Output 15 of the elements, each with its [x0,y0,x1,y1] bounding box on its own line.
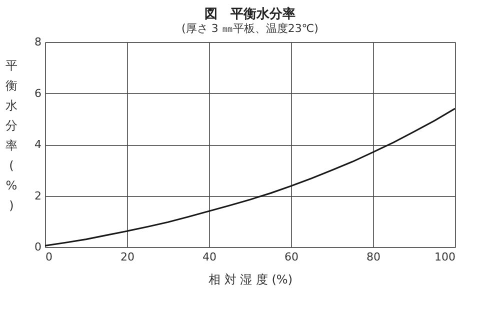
chart-subtitle: (厚さ 3 ㎜平板、温度23℃) [182,22,318,35]
x-axis-title: 相 対 湿 度 (%) [208,272,293,286]
x-tick-label: 40 [202,250,216,264]
y-tick-label: 4 [34,138,42,151]
y-tick-label: 6 [34,86,42,100]
y-tick-label: 2 [34,189,42,202]
y-tick-label: 0 [34,240,42,254]
x-tick-label: 0 [46,250,52,264]
x-tick-label: 20 [120,250,134,264]
chart-title: 図 平衡水分率 [204,6,296,22]
x-tick-label: 60 [284,250,298,264]
y-tick-label: 8 [34,36,42,48]
x-tick-label: 100 [434,250,456,264]
x-tick-label: 80 [366,250,380,264]
y-axis-title: 平衡水分率(%) [6,58,18,212]
